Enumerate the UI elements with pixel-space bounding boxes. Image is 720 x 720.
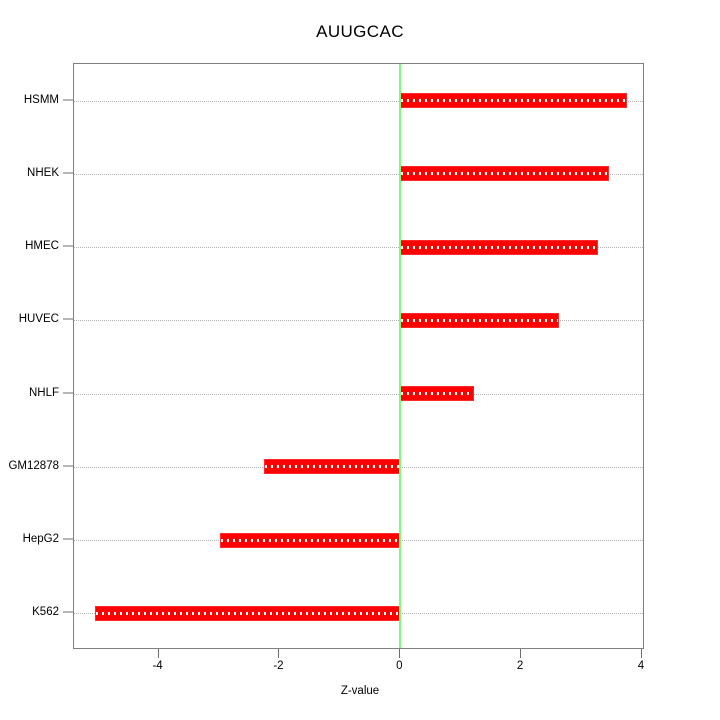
x-axis-title: Z-value: [340, 685, 380, 697]
y-tick-mark: [63, 465, 73, 467]
bar-hepg2[interactable]: [219, 532, 401, 548]
bar-nhlf[interactable]: [400, 386, 474, 402]
bar-nhek[interactable]: [400, 166, 609, 182]
bar-hatch-pattern: [401, 172, 608, 176]
plot-frame: [73, 63, 644, 649]
x-tick-label--2: -2: [273, 660, 284, 672]
y-tick-label-k562: K562: [32, 606, 59, 619]
bar-hmec[interactable]: [400, 239, 598, 255]
y-tick-mark: [63, 318, 73, 320]
y-tick-label-nhlf: NHLF: [28, 386, 59, 399]
x-tick-mark: [278, 649, 280, 658]
y-tick-mark: [63, 99, 73, 101]
y-tick-label-hmec: HMEC: [25, 240, 59, 253]
bar-hatch-pattern: [401, 318, 559, 322]
bar-hatch-pattern: [401, 99, 626, 103]
x-tick-label-2: 2: [516, 660, 524, 672]
x-axis: -4 -2 0 2 4: [73, 649, 644, 689]
gridline: [74, 173, 643, 175]
bar-k562[interactable]: [94, 605, 401, 621]
x-tick-label--4: -4: [152, 660, 163, 672]
x-tick-mark: [157, 649, 159, 658]
bar-hatch-pattern: [220, 538, 400, 542]
y-tick-mark: [63, 245, 73, 247]
gridline: [74, 100, 643, 102]
y-tick-mark: [63, 172, 73, 174]
bar-hsmm[interactable]: [400, 93, 627, 109]
gridline: [74, 393, 643, 395]
y-tick-label-hepg2: HepG2: [22, 533, 59, 546]
gridline: [74, 320, 643, 322]
plot-area: [74, 64, 643, 648]
x-tick-label-0: 0: [396, 660, 403, 672]
x-tick-mark: [520, 649, 522, 658]
y-tick-mark: [63, 611, 73, 613]
y-tick-mark: [63, 392, 73, 394]
chart-title: AUUGCAC: [316, 22, 404, 41]
y-tick-mark: [63, 538, 73, 540]
bar-hatch-pattern: [264, 465, 400, 469]
y-tick-label-gm12878: GM12878: [8, 459, 59, 472]
bar-hatch-pattern: [401, 392, 473, 396]
x-tick-mark: [399, 649, 401, 658]
bar-huvec[interactable]: [400, 312, 560, 328]
x-tick-label-4: 4: [637, 660, 645, 672]
gridline: [74, 247, 643, 249]
y-tick-label-hsmm: HSMM: [23, 93, 59, 106]
y-tick-label-nhek: NHEK: [27, 166, 59, 179]
y-axis: HSMM NHEK HMEC HUVEC NHLF GM12878 HepG2 K562: [0, 63, 73, 649]
bar-hatch-pattern: [401, 245, 597, 249]
bar-hatch-pattern: [95, 611, 400, 615]
bar-gm12878[interactable]: [263, 459, 401, 475]
y-tick-label-huvec: HUVEC: [18, 313, 59, 326]
x-tick-mark: [640, 649, 642, 658]
zero-reference-line: [399, 64, 402, 648]
